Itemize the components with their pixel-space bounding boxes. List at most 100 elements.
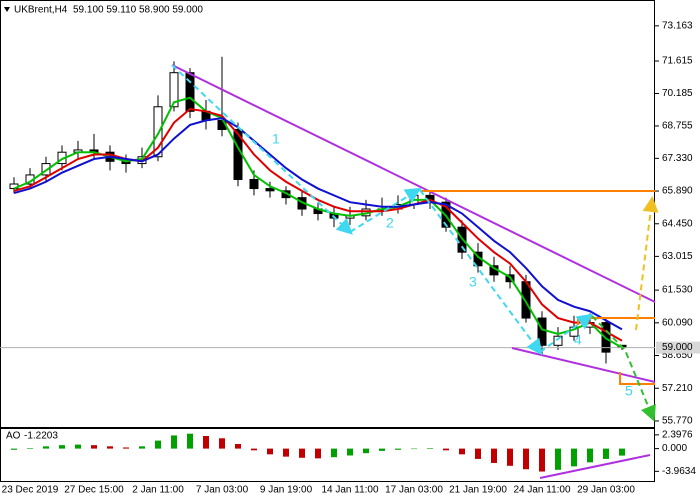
- ao-bar: [203, 435, 209, 449]
- ao-bar: [171, 435, 177, 449]
- x-tick-label: 24 Jan 11:00: [513, 485, 571, 496]
- x-tick-label: 21 Jan 19:00: [449, 485, 507, 496]
- forecast-arrow: [635, 196, 659, 331]
- ao-bar: [619, 448, 625, 456]
- ao-bar: [491, 448, 497, 463]
- ao-bar: [539, 448, 545, 472]
- trend-line: [511, 347, 656, 383]
- ao-bar: [43, 446, 49, 449]
- y-tick-label: 63.015: [662, 251, 693, 262]
- ao-bar: [507, 448, 513, 466]
- moving-average: [13, 117, 623, 331]
- ao-name: AO: [6, 431, 21, 442]
- ao-bar: [571, 448, 577, 467]
- candle-body: [553, 335, 563, 346]
- x-tick-label: 17 Jan 03:00: [385, 485, 443, 496]
- ao-value: -1.2203: [24, 431, 58, 442]
- moving-average: [13, 107, 623, 342]
- y-tick-label: -3.9634: [662, 466, 696, 477]
- ao-bar: [299, 448, 305, 458]
- ao-bar: [107, 446, 113, 449]
- ao-bar: [235, 444, 241, 449]
- ao-bar: [91, 445, 97, 449]
- y-tick-label: 71.615: [662, 56, 693, 67]
- ao-bar: [363, 448, 369, 454]
- ao-bar: [27, 448, 33, 449]
- y-tick-label: 0.000: [662, 443, 687, 454]
- ao-bar: [331, 448, 337, 458]
- x-tick-label: 7 Jan 03:00: [196, 485, 249, 496]
- y-tick-label: 57.210: [662, 383, 693, 394]
- y-tick-label: 55.770: [662, 416, 693, 427]
- ao-bar: [59, 445, 65, 449]
- moving-average: [13, 96, 623, 349]
- candle-body: [153, 106, 163, 158]
- chart-title: UKBrent,H4: [14, 5, 68, 16]
- ao-bar: [555, 448, 561, 470]
- ao-bar: [347, 448, 353, 456]
- quote: 59.100 59.110 58.900 59.000: [73, 5, 203, 16]
- ao-bar: [251, 448, 257, 451]
- trend-line: [171, 64, 656, 303]
- last-price-box: [656, 341, 700, 354]
- ao-bar: [187, 433, 193, 449]
- wave-label: 4: [574, 332, 582, 348]
- ao-bar: [523, 448, 529, 470]
- wave-arrow: [539, 313, 594, 353]
- ao-bar: [603, 448, 609, 459]
- candle-body: [249, 178, 259, 190]
- x-tick-label: 23 Dec 2019: [2, 485, 59, 496]
- menu-triangle: [4, 7, 10, 12]
- x-tick-label: 14 Jan 11:00: [321, 485, 379, 496]
- forecast-arrow: [591, 315, 656, 422]
- ao-bar: [283, 448, 289, 457]
- y-tick-label: 67.330: [662, 153, 693, 164]
- main-frame: [0, 0, 655, 428]
- wave-label: 3: [469, 274, 477, 290]
- y-tick-label: 64.450: [662, 218, 693, 229]
- y-tick-label: 68.755: [662, 121, 693, 132]
- ao-bar: [395, 448, 401, 450]
- ao-bar: [427, 448, 433, 449]
- ao-bar: [411, 448, 417, 450]
- y-tick-label: 60.090: [662, 317, 693, 328]
- ao-bar: [219, 438, 225, 449]
- ao-bar: [75, 444, 81, 449]
- ao-bar: [11, 448, 17, 450]
- x-tick-label: 29 Jan 03:00: [577, 485, 635, 496]
- wave-label: 5: [625, 383, 633, 399]
- ao-bar: [139, 446, 145, 449]
- ao-bar: [315, 448, 321, 459]
- ao-bar: [123, 447, 129, 449]
- last-price-label: 59.000: [662, 342, 693, 353]
- y-tick-label: 73.163: [662, 20, 693, 31]
- wave-arrow: [349, 187, 422, 233]
- ao-bar: [475, 448, 481, 459]
- wave-arrow: [419, 189, 543, 356]
- ao-bar: [443, 448, 449, 451]
- ao-frame: [0, 428, 655, 482]
- y-tick-label: 70.185: [662, 88, 693, 99]
- x-tick-label: 27 Dec 15:00: [64, 485, 124, 496]
- x-tick-label: 9 Jan 19:00: [260, 485, 313, 496]
- ao-bar: [267, 448, 273, 455]
- level-line: [619, 372, 655, 385]
- ao-bar: [587, 448, 593, 463]
- y-tick-label: 2.3976: [662, 430, 693, 441]
- wave-label: 2: [386, 215, 394, 231]
- y-tick-label: 65.890: [662, 186, 693, 197]
- ao-bar: [379, 448, 385, 451]
- plot: 73.163 71.615 70.185 68.755 67.330 65.890 64.4…: [0, 20, 700, 496]
- candle-body: [537, 317, 547, 346]
- ao-trend-line: [539, 454, 651, 479]
- ao-bar: [155, 440, 161, 449]
- wave-arrow: [171, 64, 353, 235]
- y-tick-label: 61.530: [662, 285, 693, 296]
- y-tick-label: 58.650: [662, 350, 693, 361]
- candle-body: [265, 188, 275, 192]
- candle-body: [185, 72, 195, 112]
- x-tick-label: 2 Jan 11:00: [132, 485, 184, 496]
- candle-body: [169, 72, 179, 108]
- drawings: [171, 64, 659, 479]
